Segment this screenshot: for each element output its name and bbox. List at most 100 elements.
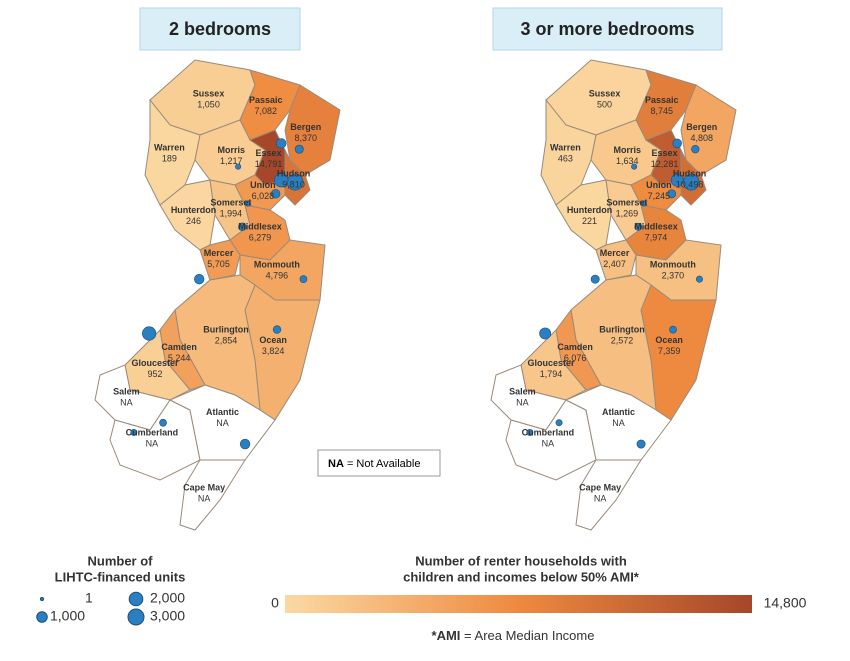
county-value: NA [516, 398, 529, 408]
county-value: 7,974 [645, 232, 668, 242]
county-name: Ocean [259, 335, 287, 345]
lihtc-point [670, 173, 684, 187]
county-name: Sussex [589, 89, 621, 99]
county-name: Atlantic [602, 407, 635, 417]
county-value: 9,810 [282, 180, 305, 190]
county-name: Monmouth [650, 259, 696, 269]
county-name: Ocean [655, 335, 683, 345]
note-bold: NA [328, 458, 344, 470]
county-value: NA [594, 494, 607, 504]
lihtc-point [270, 189, 281, 199]
county-name: Burlington [203, 324, 249, 334]
county-value: 8,745 [650, 106, 673, 116]
county-name: Warren [154, 143, 185, 153]
county-name: Camden [557, 342, 593, 352]
footnote: *AMI = Area Median Income [432, 628, 595, 643]
county-value: 6,076 [564, 353, 587, 363]
title-box [139, 7, 301, 51]
county-name: Union [646, 180, 672, 190]
county-name: Monmouth [254, 259, 300, 269]
county-value: NA [146, 439, 159, 449]
county-name: Morris [613, 145, 641, 155]
county-name: Hunterdon [171, 205, 217, 215]
lihtc-point [299, 275, 308, 284]
county-value: NA [120, 398, 133, 408]
county-value: 4,808 [690, 133, 713, 143]
county-name: Salem [509, 387, 536, 397]
lihtc-point [294, 144, 304, 154]
county [564, 384, 672, 461]
lihtc-point [672, 138, 682, 149]
title-box [492, 7, 723, 51]
county-value: NA [198, 494, 211, 504]
note-box [317, 449, 441, 477]
color-bar-min: 0 [271, 595, 279, 611]
county-value: 246 [186, 216, 201, 226]
county-value: 12,281 [651, 159, 679, 169]
lihtc-point [640, 200, 647, 207]
county-name: Essex [652, 148, 678, 158]
county-value: 7,082 [254, 106, 277, 116]
county-value: NA [542, 439, 555, 449]
county-name: Burlington [599, 324, 645, 334]
county-value: 1,217 [220, 156, 243, 166]
note-text: = Not Available [347, 458, 421, 470]
lihtc-point [272, 325, 282, 334]
size-legend-title: Number of [88, 553, 154, 568]
lihtc-point [526, 428, 534, 436]
lihtc-point [631, 163, 638, 170]
lihtc-point [142, 326, 157, 341]
county-name: Mercer [204, 248, 234, 258]
size-legend-title: LIHTC-financed units [55, 569, 186, 584]
lihtc-point [590, 274, 600, 284]
lihtc-point [130, 428, 138, 436]
map-title: 2 bedrooms [169, 19, 271, 39]
county-value: 952 [147, 369, 162, 379]
color-legend-title: Number of renter households with [415, 553, 627, 568]
county-value: 2,854 [215, 335, 238, 345]
size-legend-label: 3,000 [150, 608, 185, 624]
lihtc-point [634, 222, 643, 231]
size-legend-dot [39, 596, 45, 602]
county-value: 7,359 [658, 346, 681, 356]
county-value: 5,244 [168, 353, 191, 363]
size-legend-dot [128, 591, 144, 607]
county-value: 4,796 [266, 270, 289, 280]
county-value: 14,791 [255, 159, 283, 169]
county-name: Mercer [600, 248, 630, 258]
lihtc-point [695, 275, 703, 283]
county-name: Union [250, 180, 276, 190]
county-name: Camden [161, 342, 197, 352]
county [555, 179, 612, 251]
lihtc-point [276, 138, 287, 149]
lihtc-point [539, 327, 552, 340]
county-value: 7,245 [648, 191, 671, 201]
county-name: Middlesex [634, 221, 678, 231]
county-name: Cape May [579, 483, 621, 493]
lihtc-point [274, 173, 289, 188]
county-value: 221 [582, 216, 597, 226]
county-name: Somerset [210, 198, 251, 208]
county-value: 1,634 [616, 156, 639, 166]
county-name: Somerset [606, 198, 647, 208]
lihtc-point [555, 419, 563, 427]
county-value: 10,498 [676, 180, 704, 190]
county-name: Cape May [183, 483, 225, 493]
county-name: Cumberland [126, 428, 179, 438]
county-value: 500 [597, 100, 612, 110]
county [199, 239, 241, 281]
county-name: Essex [256, 148, 282, 158]
county-name: Passaic [645, 95, 679, 105]
county [179, 459, 246, 531]
county [595, 239, 637, 281]
county-value: NA [612, 418, 625, 428]
county-name: Gloucester [131, 358, 179, 368]
county-value: 2,370 [662, 270, 685, 280]
county-name: Salem [113, 387, 140, 397]
size-legend-label: 1 [85, 590, 93, 606]
county-value: 2,572 [611, 335, 634, 345]
county-name: Warren [550, 143, 581, 153]
lihtc-point [244, 200, 251, 207]
county-value: 1,269 [616, 209, 639, 219]
county-value: 463 [558, 154, 573, 164]
